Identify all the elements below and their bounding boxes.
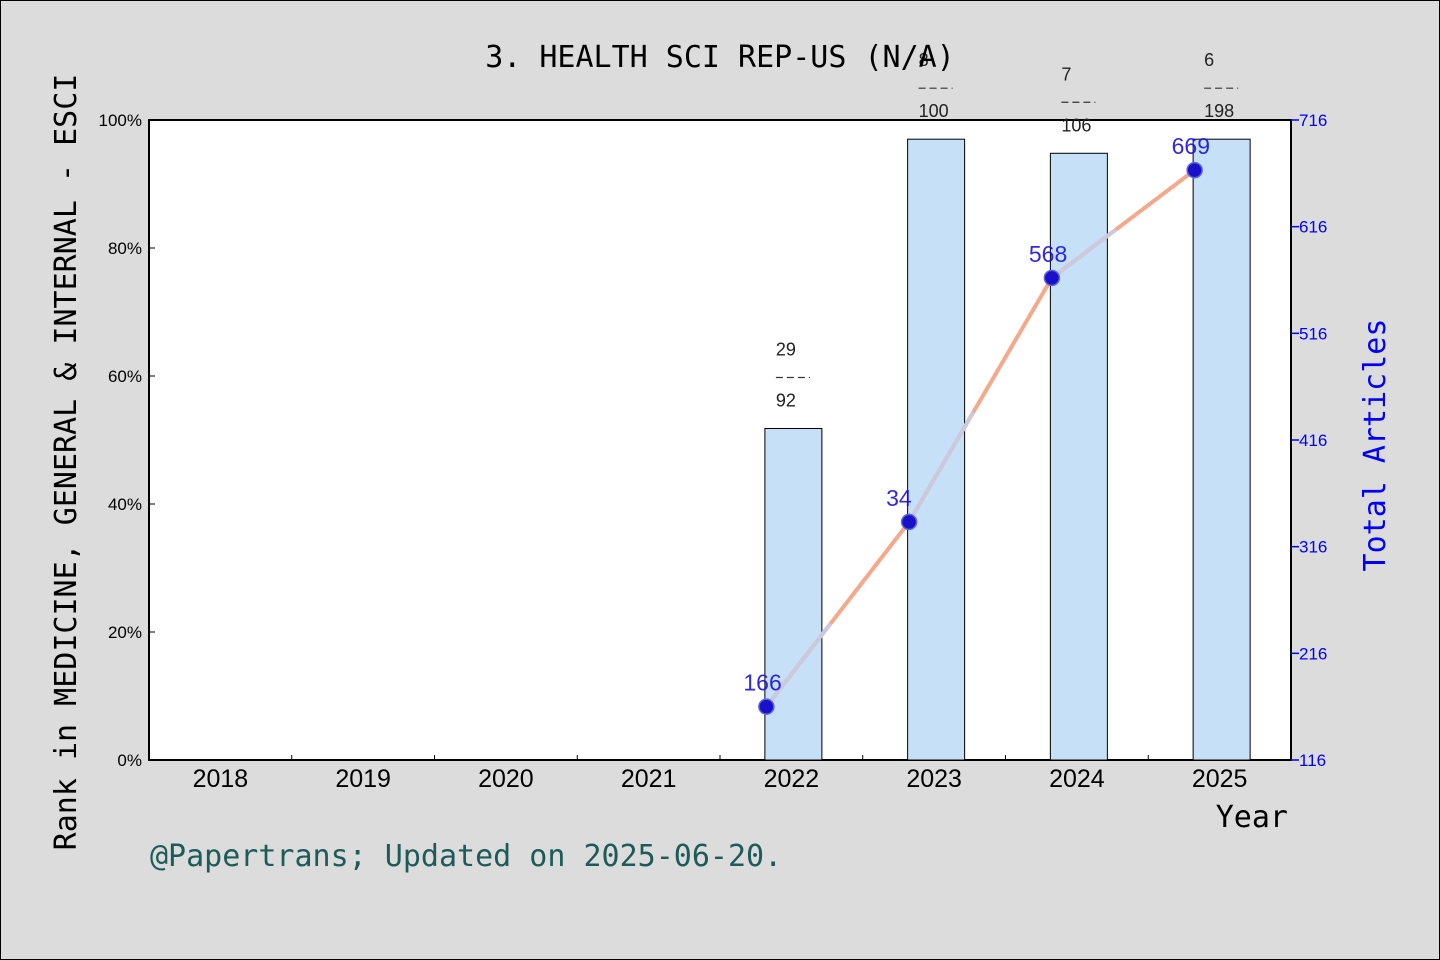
bar-rank-2025: 6 (1204, 50, 1214, 70)
articles-line (764, 168, 1196, 708)
x-axis-label: Year (1216, 800, 1288, 835)
point-marker-2025 (1186, 161, 1203, 179)
right-tick-label-6: 716 (1299, 111, 1327, 130)
line-segment-2022 (764, 622, 833, 708)
axes-layer: 2018 2019 2020 2021 2022 2023 2024 2025 0% 20% 40%… (99, 111, 1328, 793)
right-tick-label-0: 116 (1299, 751, 1326, 770)
right-tick-label-1: 216 (1299, 644, 1327, 663)
point-label-2022: 166 (743, 670, 781, 696)
left-tick-label-5: 100% (99, 111, 142, 130)
labels-layer: 29 92 8 100 7 106 6 198 166 34 568 669 (743, 50, 1239, 696)
line-segment-2024 (1050, 227, 1118, 280)
x-tick-label-2025: 2025 (1192, 765, 1248, 793)
point-label-2023: 34 (886, 485, 912, 511)
left-tick-label-0: 0% (117, 751, 142, 770)
left-tick-label-4: 80% (108, 239, 142, 258)
right-axis-label: Total Articles (1358, 319, 1393, 572)
x-tick-label-2020: 2020 (478, 765, 534, 793)
bar-2023 (907, 138, 966, 761)
bar-total-2022: 92 (776, 390, 796, 410)
line-layer (758, 161, 1203, 715)
right-tick-label-4: 516 (1299, 324, 1327, 343)
point-marker-2022 (758, 698, 775, 715)
x-tick-label-2022: 2022 (764, 765, 820, 793)
right-tick-label-3: 416 (1299, 431, 1327, 450)
right-tick-label-5: 616 (1299, 218, 1327, 237)
point-label-2024: 568 (1029, 241, 1067, 267)
chart-title: 3. HEALTH SCI REP-US (N/A) (485, 40, 955, 75)
left-axis-label: Rank in MEDICINE, GENERAL & INTERNAL - E… (49, 74, 84, 851)
bar-rank-2023: 8 (919, 50, 929, 70)
x-tick-label-2021: 2021 (621, 765, 677, 793)
bar-rank-2022: 29 (776, 339, 796, 359)
bar-2025 (1192, 138, 1251, 761)
plot-area (148, 119, 1292, 761)
left-tick-label-1: 20% (108, 623, 142, 642)
point-marker-2024 (1043, 269, 1061, 287)
bar-total-2024: 106 (1061, 115, 1091, 135)
line-segment-2023 (907, 411, 976, 523)
footer-credit: @Papertrans; Updated on 2025-06-20. (150, 839, 782, 874)
bar-total-2023: 100 (919, 101, 949, 121)
x-tick-label-2024: 2024 (1049, 765, 1105, 793)
bar-2024 (1049, 152, 1108, 761)
right-tick-label-2: 316 (1299, 538, 1327, 557)
left-tick-label-3: 60% (108, 367, 142, 386)
point-label-2025: 669 (1172, 133, 1210, 159)
bar-rank-2024: 7 (1061, 64, 1071, 84)
x-tick-label-2018: 2018 (193, 765, 249, 793)
left-tick-label-2: 40% (108, 495, 142, 514)
bar-total-2025: 198 (1204, 101, 1234, 121)
point-marker-2023 (900, 513, 918, 531)
x-tick-label-2019: 2019 (335, 765, 391, 793)
x-tick-label-2023: 2023 (906, 765, 962, 793)
